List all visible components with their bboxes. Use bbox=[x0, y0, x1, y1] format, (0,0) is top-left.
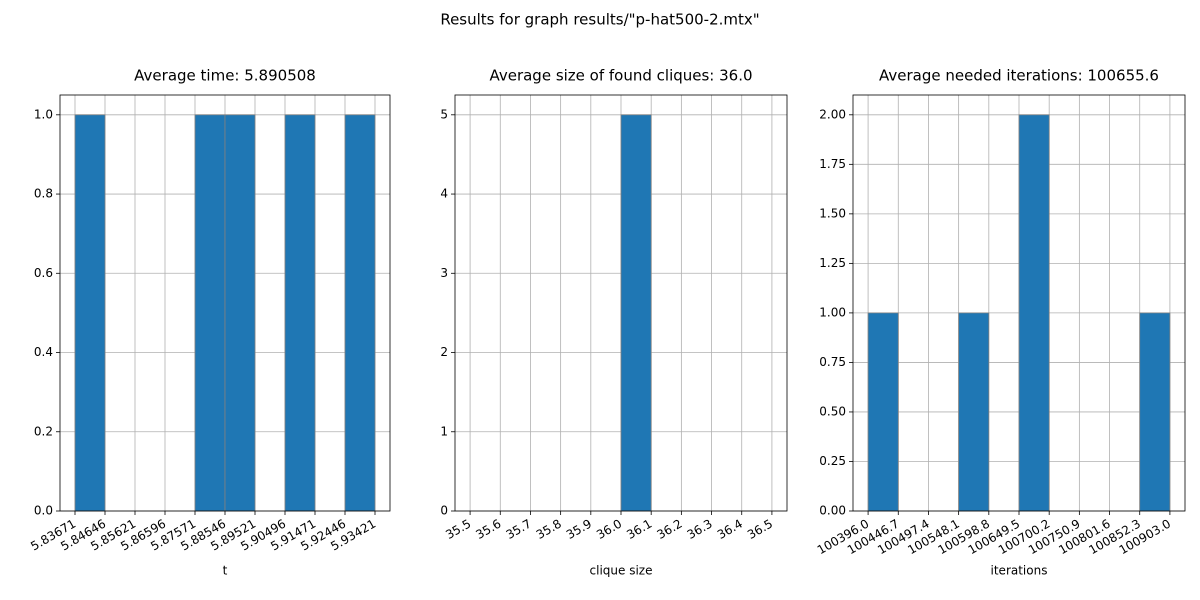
x-axis-label: clique size bbox=[590, 564, 653, 578]
y-tick-label: 1.50 bbox=[819, 206, 846, 220]
histogram-bar bbox=[74, 114, 106, 512]
figure-title: Results for graph results/"p-hat500-2.mt… bbox=[440, 11, 759, 29]
histogram-bar bbox=[224, 114, 256, 512]
y-tick-label: 1.75 bbox=[819, 157, 846, 171]
x-tick-label: 36.5 bbox=[745, 517, 775, 542]
chart-title: Average size of found cliques: 36.0 bbox=[489, 67, 752, 85]
x-tick-label: 36.1 bbox=[624, 517, 654, 542]
x-tick-label: 35.9 bbox=[564, 517, 594, 542]
y-tick-label: 2.00 bbox=[819, 107, 846, 121]
y-tick-label: 1.0 bbox=[34, 107, 53, 121]
x-tick-label: 36.2 bbox=[654, 517, 684, 542]
y-tick-label: 0.50 bbox=[819, 404, 846, 418]
y-tick-label: 2 bbox=[440, 345, 448, 359]
y-tick-label: 0.8 bbox=[34, 187, 53, 201]
histogram-bar bbox=[284, 114, 316, 512]
histogram-bar bbox=[958, 312, 990, 512]
x-axis-label: iterations bbox=[991, 564, 1048, 578]
histogram-bar bbox=[1139, 312, 1171, 512]
histogram-bar bbox=[344, 114, 376, 512]
y-tick-label: 0.2 bbox=[34, 424, 53, 438]
y-tick-label: 1.00 bbox=[819, 305, 846, 319]
chart-title: Average needed iterations: 100655.6 bbox=[879, 67, 1159, 85]
histogram-bar bbox=[194, 114, 226, 512]
x-tick-label: 35.7 bbox=[504, 517, 534, 542]
x-tick-label: 36.0 bbox=[594, 517, 624, 542]
x-tick-label: 35.8 bbox=[534, 517, 564, 542]
axes: 5.836715.846465.856215.865965.875715.885… bbox=[28, 67, 391, 578]
x-tick-label: 36.4 bbox=[715, 517, 745, 542]
chart-title: Average time: 5.890508 bbox=[134, 67, 316, 85]
axes: 35.5 35.6 35.7 35.8 35.9 36.0 36.1 36.2 36.3 36.4… bbox=[440, 67, 788, 578]
y-tick-label: 0.4 bbox=[34, 345, 53, 359]
y-tick-label: 1.25 bbox=[819, 256, 846, 270]
x-tick-label: 35.6 bbox=[473, 517, 503, 542]
axes: 100396.0100446.7100497.4100548.1100598.8… bbox=[815, 67, 1186, 578]
histogram-bar bbox=[867, 312, 899, 512]
x-tick-label: 35.5 bbox=[443, 517, 473, 542]
y-tick-label: 4 bbox=[440, 187, 448, 201]
x-axis-label: t bbox=[223, 564, 228, 578]
y-tick-label: 0.75 bbox=[819, 355, 846, 369]
x-tick-label: 36.3 bbox=[685, 517, 715, 542]
y-tick-label: 1 bbox=[440, 424, 448, 438]
y-tick-label: 0.6 bbox=[34, 266, 53, 280]
y-tick-label: 0.0 bbox=[34, 504, 53, 518]
histogram-bar bbox=[620, 114, 652, 512]
y-tick-label: 3 bbox=[440, 266, 448, 280]
y-tick-label: 5 bbox=[440, 107, 448, 121]
y-tick-label: 0 bbox=[440, 504, 448, 518]
y-tick-label: 0.25 bbox=[819, 454, 846, 468]
histogram-bar bbox=[1018, 114, 1050, 512]
y-tick-label: 0.00 bbox=[819, 504, 846, 518]
